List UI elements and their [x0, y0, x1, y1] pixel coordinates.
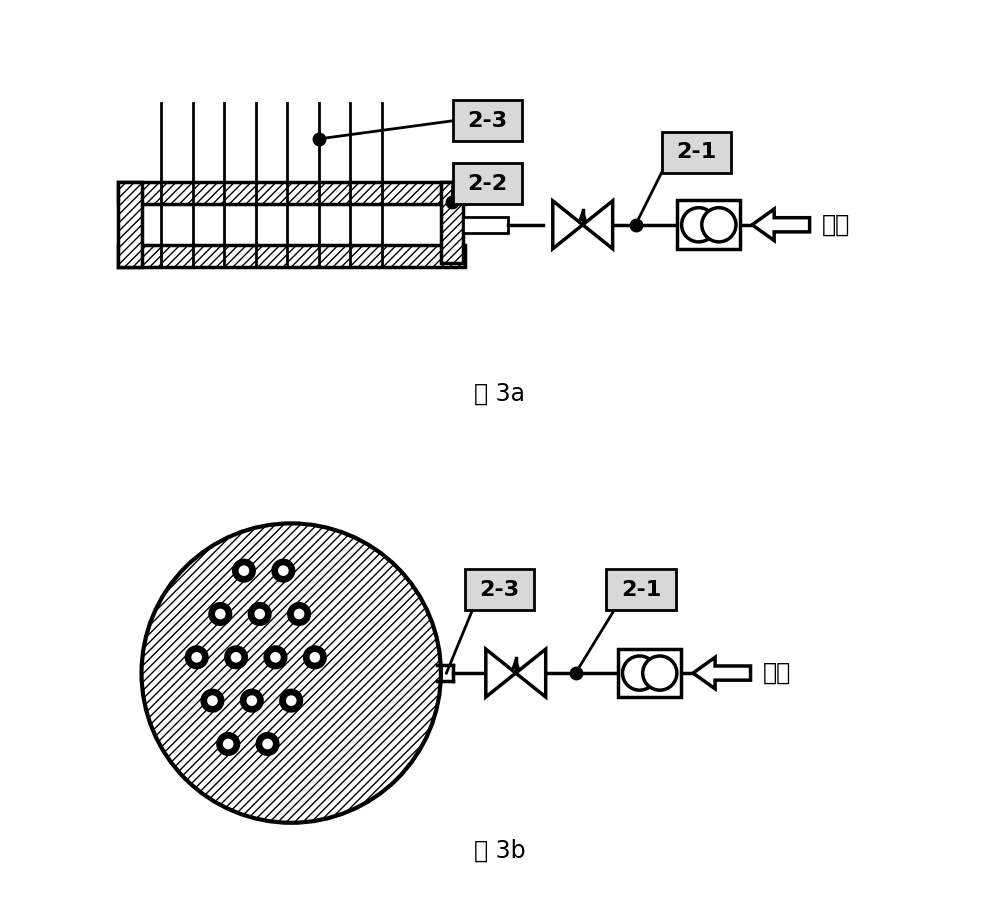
Circle shape — [304, 647, 325, 668]
Circle shape — [281, 690, 302, 711]
Circle shape — [142, 523, 441, 823]
Bar — [463, 217, 508, 232]
Bar — [453, 163, 522, 205]
Circle shape — [225, 647, 247, 668]
Text: 图 3b: 图 3b — [474, 838, 526, 862]
Circle shape — [231, 652, 241, 662]
Bar — [118, 182, 142, 268]
Circle shape — [623, 656, 657, 690]
Circle shape — [257, 733, 278, 755]
Bar — [118, 245, 465, 268]
Polygon shape — [516, 649, 546, 697]
Circle shape — [241, 690, 262, 711]
Polygon shape — [553, 201, 583, 249]
Circle shape — [702, 208, 736, 241]
Text: 图 3a: 图 3a — [474, 381, 526, 405]
Bar — [118, 182, 465, 205]
Polygon shape — [752, 209, 810, 241]
Text: 气源: 气源 — [821, 213, 850, 237]
Circle shape — [643, 656, 677, 690]
Text: 2-3: 2-3 — [467, 111, 507, 131]
Polygon shape — [583, 201, 613, 249]
Text: 2-1: 2-1 — [676, 142, 716, 162]
Circle shape — [239, 565, 249, 576]
Bar — [441, 182, 463, 263]
Text: 2-3: 2-3 — [479, 579, 519, 599]
Circle shape — [215, 609, 226, 619]
Bar — [465, 569, 534, 610]
Bar — [662, 132, 731, 173]
Circle shape — [278, 565, 289, 576]
Circle shape — [207, 696, 218, 706]
Bar — [618, 649, 681, 697]
Text: 2-1: 2-1 — [621, 579, 661, 599]
Circle shape — [288, 604, 310, 624]
Circle shape — [186, 647, 207, 668]
Bar — [606, 569, 676, 610]
Circle shape — [310, 652, 320, 662]
Text: 气源: 气源 — [762, 661, 791, 685]
Circle shape — [254, 609, 265, 619]
Circle shape — [265, 647, 286, 668]
Polygon shape — [486, 649, 516, 697]
Text: 2-2: 2-2 — [467, 174, 507, 194]
Circle shape — [294, 609, 304, 619]
Circle shape — [191, 652, 202, 662]
Circle shape — [218, 733, 239, 755]
Circle shape — [202, 690, 223, 711]
Bar — [677, 200, 740, 250]
Circle shape — [210, 604, 231, 624]
Circle shape — [286, 696, 297, 706]
Circle shape — [223, 739, 234, 750]
Bar — [453, 100, 522, 141]
Polygon shape — [579, 210, 586, 220]
Circle shape — [247, 696, 257, 706]
Polygon shape — [693, 658, 751, 689]
Circle shape — [233, 560, 255, 581]
Circle shape — [262, 739, 273, 750]
Circle shape — [682, 208, 716, 241]
Circle shape — [270, 652, 281, 662]
Circle shape — [273, 560, 294, 581]
Polygon shape — [512, 658, 519, 669]
Circle shape — [249, 604, 270, 624]
